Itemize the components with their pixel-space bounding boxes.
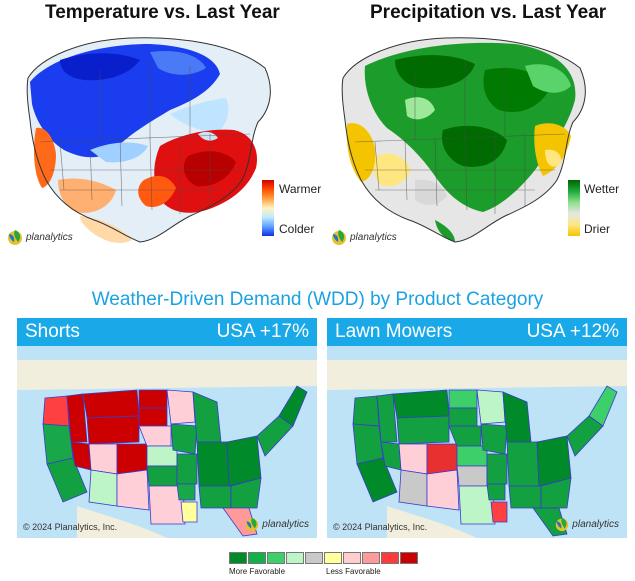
scale-swatch — [362, 552, 380, 564]
scale-swatch — [343, 552, 361, 564]
temperature-legend-high: Warmer — [279, 182, 322, 196]
wdd-card-shorts: Shorts USA +17% — [17, 318, 317, 538]
temperature-map — [20, 30, 280, 255]
planalytics-leaf-icon — [556, 517, 569, 532]
card-usa-change: USA +17% — [216, 321, 309, 342]
card-category: Lawn Mowers — [335, 321, 453, 342]
precipitation-map-title: Precipitation vs. Last Year — [370, 2, 607, 23]
card-usa-change: USA +12% — [526, 321, 619, 342]
scale-swatch — [305, 552, 323, 564]
shorts-us-map — [17, 346, 317, 538]
wdd-section-title: Weather-Driven Demand (WDD) by Product C… — [91, 289, 544, 310]
planalytics-logo-precip: planalytics — [330, 228, 397, 246]
card-category: Shorts — [25, 321, 80, 342]
scale-swatch — [286, 552, 304, 564]
scale-swatch — [381, 552, 399, 564]
planalytics-logo-card: planalytics — [244, 516, 309, 532]
planalytics-logo-card: planalytics — [554, 516, 619, 532]
planalytics-logo-temp: planalytics — [6, 228, 73, 246]
wdd-card-lawn-mowers: Lawn Mowers USA +12% — [327, 318, 627, 538]
temperature-legend-ramp — [262, 180, 274, 236]
temperature-map-title: Temperature vs. Last Year — [45, 2, 280, 23]
lawn-mowers-us-map — [327, 346, 627, 538]
scale-more-label: More Favorable — [229, 567, 286, 576]
planalytics-leaf-icon — [332, 230, 346, 245]
scale-swatch — [248, 552, 266, 564]
planalytics-leaf-icon — [246, 517, 259, 532]
card-copyright: © 2024 Planalytics, Inc. — [23, 522, 118, 532]
card-header: Shorts USA +17% — [17, 318, 317, 346]
precipitation-dry-region — [346, 123, 376, 182]
precipitation-legend-low: Drier — [584, 222, 610, 236]
planalytics-leaf-icon — [8, 230, 22, 245]
favorability-scale — [229, 552, 418, 564]
precipitation-legend-ramp — [568, 180, 580, 236]
scale-swatch — [229, 552, 247, 564]
scale-swatch — [267, 552, 285, 564]
precipitation-legend-high: Wetter — [584, 182, 620, 196]
scale-less-label: Less Favorable — [326, 567, 381, 576]
scale-swatch — [324, 552, 342, 564]
temperature-legend-low: Colder — [279, 222, 315, 236]
precipitation-map — [335, 30, 595, 255]
scale-swatch — [400, 552, 418, 564]
card-copyright: © 2024 Planalytics, Inc. — [333, 522, 428, 532]
card-header: Lawn Mowers USA +12% — [327, 318, 627, 346]
